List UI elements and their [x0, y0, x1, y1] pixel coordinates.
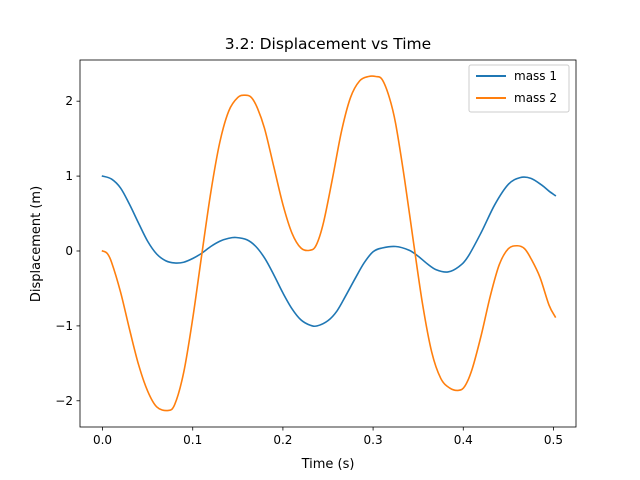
y-tick-label: 0: [65, 244, 73, 258]
x-tick-label: 0.2: [273, 433, 292, 447]
series-line-mass-1: [101, 175, 557, 328]
axes-layer: 0.0 0.1 0.2 0.3 0.4 0.5 −2 −1 0 1 2: [55, 59, 577, 447]
chart-title: 3.2: Displacement vs Time: [225, 35, 431, 53]
series-layer: [101, 75, 557, 412]
x-tick-label: 0.3: [364, 433, 383, 447]
x-tick-label: 0.1: [183, 433, 202, 447]
legend: mass 1 mass 2: [468, 64, 570, 113]
x-tick-label: 0.5: [544, 433, 563, 447]
y-tick-label: −1: [55, 319, 73, 333]
y-tick-label: 2: [65, 94, 73, 108]
y-tick-label: 1: [65, 169, 73, 183]
y-tick-label: −2: [55, 394, 73, 408]
x-tick-label: 0.4: [454, 433, 473, 447]
legend-label-mass-1: mass 1: [514, 69, 557, 83]
x-tick-label: 0.0: [93, 433, 112, 447]
series-line-mass-2: [101, 75, 557, 412]
legend-label-mass-2: mass 2: [514, 91, 557, 105]
plot-frame: [79, 59, 577, 428]
x-axis-label: Time (s): [301, 457, 355, 472]
y-axis-label: Displacement (m): [29, 186, 44, 302]
